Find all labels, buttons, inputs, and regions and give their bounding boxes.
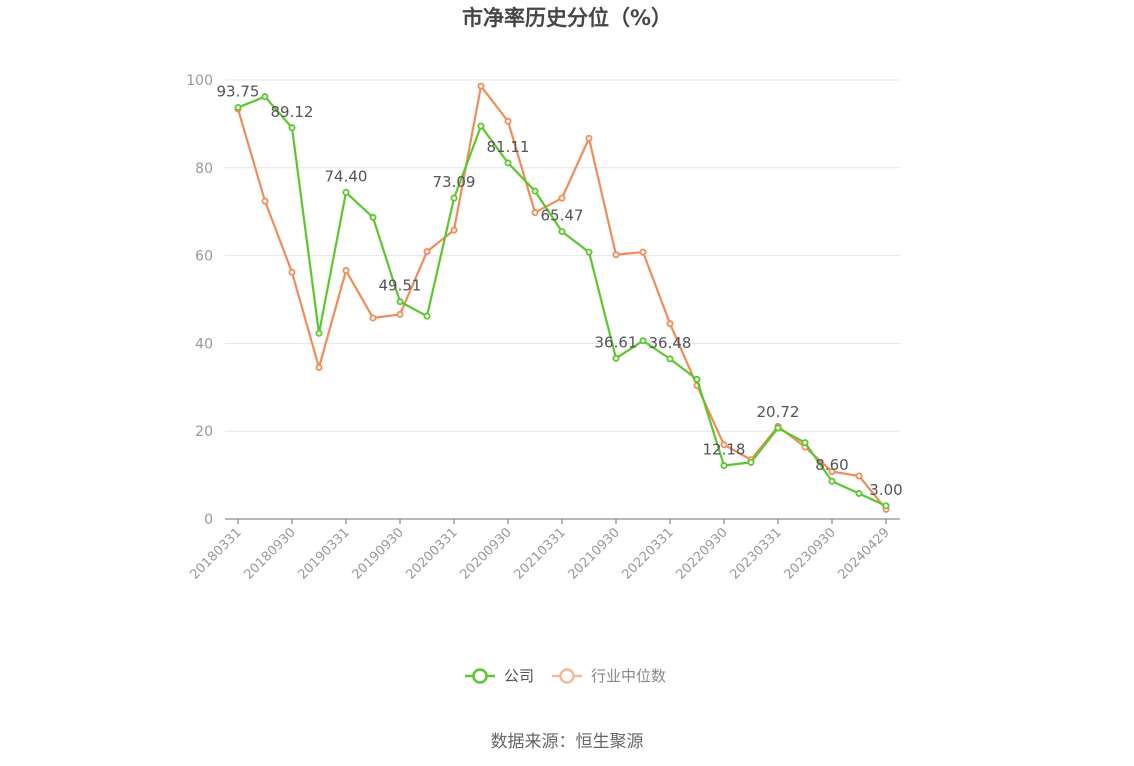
data-label: 74.40 bbox=[325, 167, 368, 185]
series-industry-median bbox=[234, 82, 890, 513]
data-label: 49.51 bbox=[379, 277, 422, 295]
series-line bbox=[236, 85, 887, 511]
data-point[interactable] bbox=[855, 472, 863, 480]
data-point[interactable] bbox=[612, 354, 620, 362]
data-point[interactable] bbox=[720, 462, 728, 470]
data-point[interactable] bbox=[477, 82, 485, 90]
data-point[interactable] bbox=[369, 213, 377, 221]
legend-item-industry-median[interactable]: 行业中位数 bbox=[552, 667, 666, 685]
y-tick-label: 100 bbox=[186, 73, 213, 89]
legend-item-company[interactable]: 公司 bbox=[465, 667, 534, 685]
y-tick-label: 60 bbox=[195, 249, 213, 265]
data-point[interactable] bbox=[720, 441, 728, 449]
data-point[interactable] bbox=[531, 209, 539, 217]
data-label: 20.72 bbox=[757, 403, 800, 421]
data-label: 81.11 bbox=[487, 138, 530, 156]
series-company bbox=[234, 93, 890, 510]
data-point[interactable] bbox=[234, 103, 242, 111]
y-tick-label: 0 bbox=[204, 512, 213, 528]
x-tick-label: 20210331 bbox=[511, 525, 568, 582]
data-point[interactable] bbox=[396, 298, 404, 306]
data-label: 93.75 bbox=[217, 82, 260, 100]
x-axis: 2018033120180930201903312019093020200331… bbox=[187, 518, 900, 583]
data-label: 12.18 bbox=[703, 441, 746, 459]
data-point[interactable] bbox=[369, 314, 377, 322]
data-label: 8.60 bbox=[815, 456, 848, 474]
data-label: 3.00 bbox=[869, 481, 902, 499]
data-point[interactable] bbox=[585, 134, 593, 142]
data-point[interactable] bbox=[828, 468, 836, 476]
data-point[interactable] bbox=[504, 159, 512, 167]
legend-label: 行业中位数 bbox=[591, 667, 666, 685]
data-point[interactable] bbox=[612, 251, 620, 259]
data-point[interactable] bbox=[261, 197, 269, 205]
data-label: 36.48 bbox=[649, 334, 692, 352]
data-point[interactable] bbox=[531, 187, 539, 195]
data-point[interactable] bbox=[585, 248, 593, 256]
x-tick-label: 20200331 bbox=[403, 525, 460, 582]
data-point[interactable] bbox=[504, 117, 512, 125]
data-point[interactable] bbox=[801, 439, 809, 447]
data-point[interactable] bbox=[288, 268, 296, 276]
data-label: 89.12 bbox=[271, 103, 314, 121]
data-point[interactable] bbox=[666, 320, 674, 328]
data-label: 73.09 bbox=[433, 173, 476, 191]
data-point[interactable] bbox=[558, 194, 566, 202]
data-point[interactable] bbox=[828, 477, 836, 485]
data-point[interactable] bbox=[558, 228, 566, 236]
legend-label: 公司 bbox=[504, 667, 534, 685]
data-point[interactable] bbox=[342, 267, 350, 275]
y-tick-label: 20 bbox=[195, 424, 213, 440]
series-layer bbox=[234, 82, 890, 513]
data-point[interactable] bbox=[774, 424, 782, 432]
grid bbox=[225, 79, 900, 432]
x-tick-label: 20180930 bbox=[241, 525, 298, 582]
series-line bbox=[237, 95, 887, 507]
x-tick-label: 20240429 bbox=[835, 525, 892, 582]
data-point[interactable] bbox=[423, 312, 431, 320]
legend: 公司 行业中位数 bbox=[465, 667, 666, 685]
data-point[interactable] bbox=[261, 93, 269, 101]
legend-marker bbox=[472, 668, 488, 684]
x-tick-label: 20190930 bbox=[349, 525, 406, 582]
data-labels: 93.75 89.12 74.40 49.51 73.09 81.11 65.47 36.61… bbox=[217, 82, 903, 498]
y-axis-ticks: 0 20 40 60 80 100 bbox=[186, 73, 213, 528]
data-point[interactable] bbox=[450, 226, 458, 234]
x-tick-label: 20220930 bbox=[673, 525, 730, 582]
source-note: 数据来源：恒生聚源 bbox=[491, 732, 644, 752]
y-tick-label: 40 bbox=[195, 336, 213, 352]
data-point[interactable] bbox=[639, 248, 647, 256]
x-tick-label: 20190331 bbox=[295, 525, 352, 582]
data-point[interactable] bbox=[666, 355, 674, 363]
data-point[interactable] bbox=[450, 194, 458, 202]
data-point[interactable] bbox=[315, 329, 323, 337]
data-label: 36.61 bbox=[595, 333, 638, 351]
data-point[interactable] bbox=[747, 458, 755, 466]
data-point[interactable] bbox=[288, 124, 296, 132]
legend-marker bbox=[559, 668, 575, 684]
data-point[interactable] bbox=[882, 502, 890, 510]
x-tick-label: 20230331 bbox=[727, 525, 784, 582]
x-tick-label: 20180331 bbox=[187, 525, 244, 582]
x-tick-label: 20230930 bbox=[781, 525, 838, 582]
data-point[interactable] bbox=[423, 248, 431, 256]
data-point[interactable] bbox=[396, 310, 404, 318]
x-tick-label: 20200930 bbox=[457, 525, 514, 582]
data-point[interactable] bbox=[855, 490, 863, 498]
data-point[interactable] bbox=[639, 337, 647, 345]
data-label: 65.47 bbox=[541, 207, 584, 225]
data-point[interactable] bbox=[477, 122, 485, 130]
data-point[interactable] bbox=[315, 364, 323, 372]
chart-title: 市净率历史分位（%） bbox=[462, 6, 672, 30]
x-tick-label: 20210930 bbox=[565, 525, 622, 582]
x-tick-label: 20220331 bbox=[619, 525, 676, 582]
data-point[interactable] bbox=[342, 188, 350, 196]
data-point[interactable] bbox=[693, 375, 701, 383]
y-tick-label: 80 bbox=[195, 161, 213, 177]
